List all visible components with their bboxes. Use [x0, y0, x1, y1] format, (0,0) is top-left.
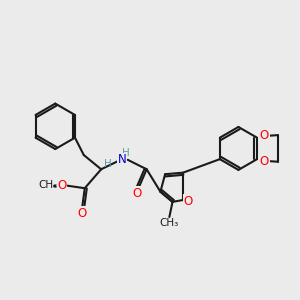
Text: O: O [57, 178, 66, 192]
Text: CH₃: CH₃ [38, 180, 57, 190]
Text: O: O [259, 155, 268, 168]
Text: O: O [133, 187, 142, 200]
Text: O: O [184, 195, 193, 208]
Text: CH₃: CH₃ [160, 218, 179, 228]
Text: H: H [104, 159, 112, 169]
Text: H: H [122, 148, 129, 158]
Text: O: O [259, 129, 268, 142]
Text: O: O [78, 207, 87, 220]
Text: N: N [118, 153, 127, 166]
